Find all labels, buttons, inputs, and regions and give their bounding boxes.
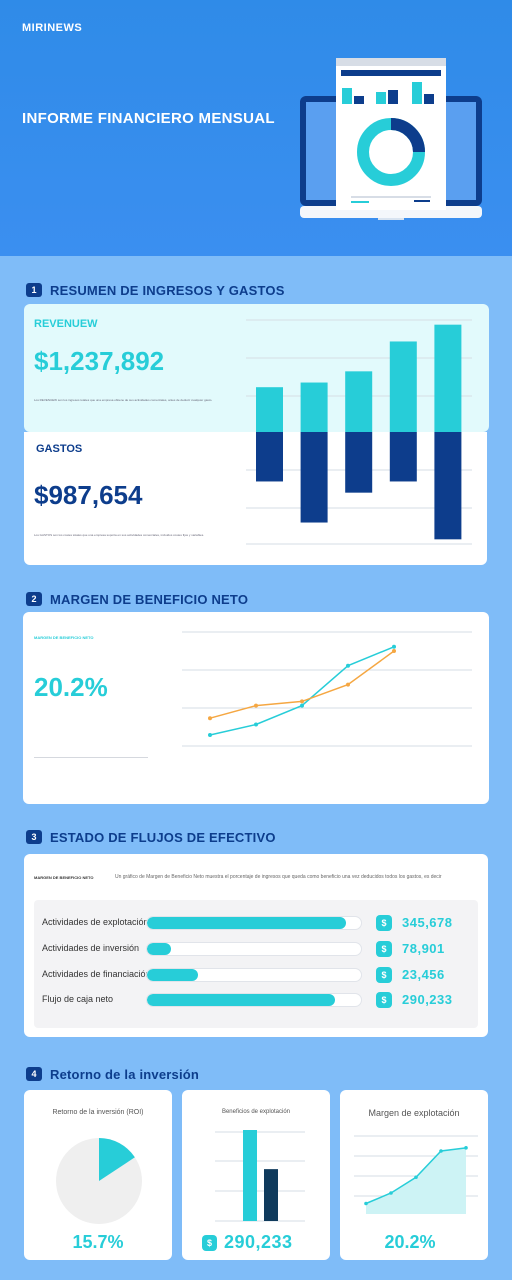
data-point bbox=[254, 722, 258, 727]
section-number: 1 bbox=[26, 283, 42, 297]
data-point bbox=[439, 1149, 443, 1153]
cashflow-row-label: Actividades de financiación bbox=[42, 969, 151, 979]
cashflow-row: Actividades de explotación $345,678 bbox=[42, 914, 478, 932]
currency-icon: $ bbox=[376, 915, 392, 931]
data-point bbox=[208, 733, 212, 737]
margin-value: 20.2% bbox=[34, 672, 108, 702]
revenue-bar bbox=[300, 382, 328, 432]
cashflow-row-value: 290,233 bbox=[402, 992, 453, 1007]
section-3-header: 3 ESTADO DE FLUJOS DE EFECTIVO bbox=[26, 829, 276, 845]
section-title: MARGEN DE BENEFICIO NETO bbox=[50, 591, 249, 607]
currency-icon: $ bbox=[376, 967, 392, 983]
data-point bbox=[464, 1146, 468, 1150]
brand-logo: MIRINEWS bbox=[22, 22, 83, 34]
bar-1 bbox=[243, 1130, 257, 1221]
expense-bar bbox=[434, 432, 462, 540]
cashflow-row: Actividades de inversión $78,901 bbox=[42, 940, 478, 958]
cashflow-row-value: 23,456 bbox=[402, 967, 445, 982]
series-line-1 bbox=[209, 646, 395, 736]
data-point bbox=[346, 682, 350, 687]
revenue-bar bbox=[389, 341, 417, 432]
revenue-bar bbox=[434, 324, 462, 432]
data-point bbox=[208, 716, 212, 721]
progress-track bbox=[146, 993, 362, 1007]
section-number: 2 bbox=[26, 592, 42, 606]
expenses-label: GASTOS bbox=[36, 443, 83, 455]
section-title: ESTADO DE FLUJOS DE EFECTIVO bbox=[50, 829, 276, 845]
progress-fill bbox=[147, 943, 171, 955]
hero-banner: MIRINEWS INFORME FINANCIERO MENSUAL bbox=[0, 0, 512, 256]
data-point bbox=[414, 1175, 418, 1180]
roi-title: Retorno de la inversión (ROI) bbox=[52, 1109, 144, 1116]
data-point bbox=[300, 699, 304, 704]
cashflow-row-label: Actividades de explotación bbox=[42, 917, 149, 927]
currency-icon: $ bbox=[202, 1235, 217, 1251]
progress-fill bbox=[147, 969, 199, 981]
expense-bar bbox=[389, 432, 417, 482]
operating-profit-title: Beneficios de explotación bbox=[221, 1109, 291, 1115]
revenue-value: $1,237,892 bbox=[34, 346, 165, 376]
revenue-label: REVENUEW bbox=[34, 318, 98, 330]
expense-bar bbox=[345, 432, 373, 493]
expenses-description: Los GASTOS son los costes totales que un… bbox=[34, 533, 205, 537]
expense-bar bbox=[300, 432, 328, 523]
revenue-bar bbox=[256, 387, 283, 432]
section-2-header: 2 MARGEN DE BENEFICIO NETO bbox=[26, 591, 248, 607]
progress-fill bbox=[147, 994, 336, 1006]
cashflow-row: Flujo de caja neto $290,233 bbox=[42, 991, 478, 1009]
cashflow-row-label: Flujo de caja neto bbox=[42, 994, 114, 1004]
cashflow-row: Actividades de financiación $23,456 bbox=[42, 966, 478, 984]
progress-track bbox=[146, 968, 362, 982]
section-title: Retorno de la inversión bbox=[50, 1066, 200, 1082]
revenue-bar bbox=[345, 371, 373, 432]
roi-pie-chart bbox=[56, 1138, 142, 1224]
operating-margin-title: Margen de explotación bbox=[368, 1108, 460, 1118]
operating-margin-area-chart bbox=[354, 1135, 478, 1214]
bar-2 bbox=[264, 1169, 278, 1221]
data-point bbox=[300, 703, 304, 708]
data-point bbox=[392, 649, 396, 653]
divider bbox=[34, 757, 148, 758]
progress-track bbox=[146, 942, 362, 956]
cashflow-row-value: 345,678 bbox=[402, 915, 453, 930]
cashflow-row-label: Actividades de inversión bbox=[42, 943, 140, 953]
data-point bbox=[346, 663, 350, 668]
progress-track bbox=[146, 916, 362, 930]
currency-icon: $ bbox=[376, 941, 392, 957]
section-1-header: 1 RESUMEN DE INGRESOS Y GASTOS bbox=[26, 282, 285, 298]
operating-margin-value: 20.2% bbox=[384, 1232, 436, 1252]
revenue-description: Los REVENUEW son los ingresos totales qu… bbox=[34, 398, 213, 402]
report-document-icon bbox=[336, 58, 446, 210]
net-margin-line-chart bbox=[182, 631, 472, 747]
expenses-value: $987,654 bbox=[34, 480, 143, 510]
area-fill bbox=[366, 1147, 466, 1214]
section-title: RESUMEN DE INGRESOS Y GASTOS bbox=[50, 282, 285, 298]
progress-fill bbox=[147, 917, 347, 929]
expense-bar bbox=[256, 432, 283, 482]
currency-icon: $ bbox=[376, 992, 392, 1008]
operating-profit-bar-chart bbox=[215, 1130, 305, 1222]
operating-profit-value: 290,233 bbox=[224, 1232, 293, 1252]
cashflow-row-value: 78,901 bbox=[402, 941, 445, 956]
cashflow-caption-label: MARGEN DE BENEFICIO NETO bbox=[34, 875, 94, 880]
roi-value: 15.7% bbox=[72, 1232, 124, 1252]
section-4-header: 4 Retorno de la inversión bbox=[26, 1066, 199, 1082]
cashflow-caption: Un gráfico de Margen de Beneficio Neto m… bbox=[115, 874, 442, 880]
section-number: 4 bbox=[26, 1067, 42, 1081]
revenue-expenses-chart bbox=[246, 319, 472, 545]
margin-label: MARGEN DE BENEFICIO NETO bbox=[34, 635, 94, 640]
page-title: INFORME FINANCIERO MENSUAL bbox=[22, 110, 275, 127]
data-point bbox=[389, 1191, 393, 1195]
section-number: 3 bbox=[26, 830, 42, 844]
pie-slice-roi bbox=[99, 1138, 135, 1181]
data-point bbox=[392, 644, 396, 649]
data-point bbox=[254, 703, 258, 708]
data-point bbox=[364, 1201, 368, 1206]
